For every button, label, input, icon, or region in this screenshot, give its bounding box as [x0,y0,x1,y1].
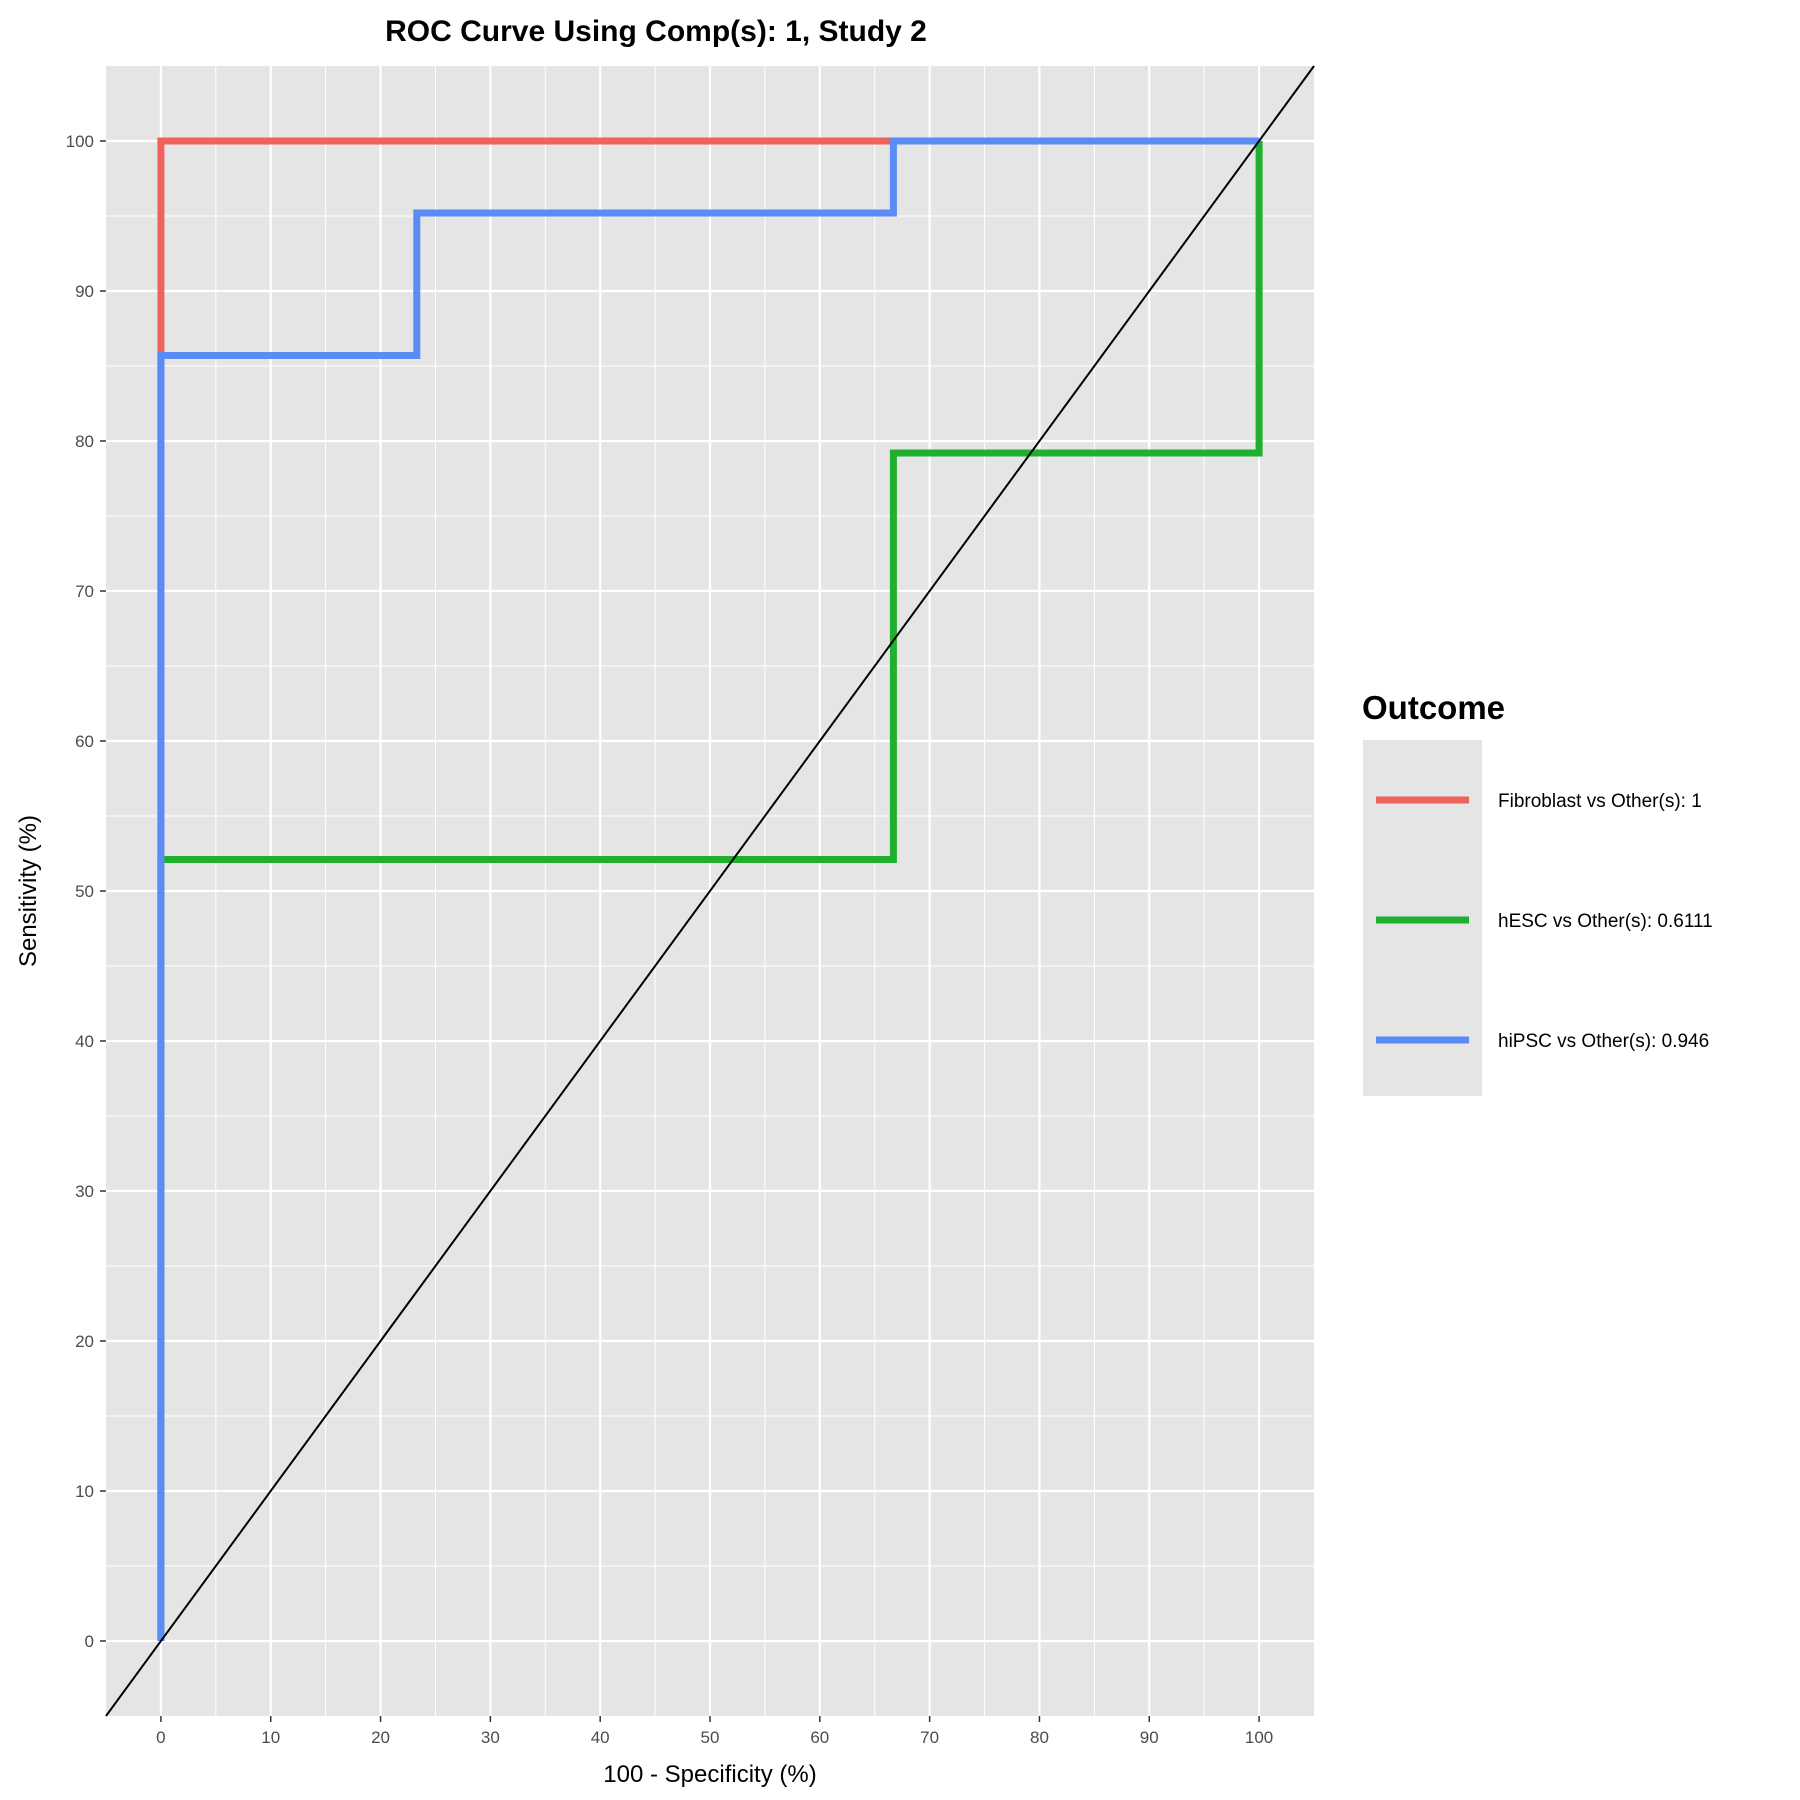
y-tick-label: 10 [75,1482,94,1501]
x-tick-label: 50 [701,1728,720,1747]
y-axis-ticks: 0 10 20 30 40 50 60 70 80 90 100 [66,132,106,1651]
series-layer [157,137,1263,1641]
y-axis-title: Sensitivity (%) [15,815,42,967]
y-tick-label: 70 [75,582,94,601]
y-tick-label: 80 [75,432,94,451]
y-tick-label: 50 [75,882,94,901]
legend-label-1: hESC vs Other(s): 0.6111 [1498,911,1713,932]
x-tick-label: 80 [1030,1728,1049,1747]
legend: Outcome Fibroblast vs Other(s): 1 hESC vs… [1362,689,1713,1096]
y-tick-label: 100 [66,132,94,151]
y-tick-label: 60 [75,732,94,751]
y-tick-label: 20 [75,1332,94,1351]
x-tick-label: 90 [1140,1728,1159,1747]
x-tick-label: 70 [920,1728,939,1747]
x-tick-label: 0 [156,1728,165,1747]
legend-title: Outcome [1362,689,1505,726]
series-line-2 [157,137,1260,1641]
y-tick-label: 30 [75,1182,94,1201]
x-axis-title: 100 - Specificity (%) [603,1761,816,1788]
x-tick-label: 30 [481,1728,500,1747]
y-tick-label: 40 [75,1032,94,1051]
chart-title: ROC Curve Using Comp(s): 1, Study 2 [385,15,927,48]
x-tick-label: 10 [261,1728,280,1747]
legend-items: Fibroblast vs Other(s): 1 hESC vs Other(s… [1376,791,1713,1052]
x-tick-label: 20 [371,1728,390,1747]
x-axis-ticks: 0 10 20 30 40 50 60 70 80 90 100 [156,1716,1273,1747]
x-tick-label: 100 [1245,1728,1273,1747]
y-tick-label: 0 [85,1632,94,1651]
legend-label-2: hiPSC vs Other(s): 0.946 [1498,1031,1709,1052]
legend-label-0: Fibroblast vs Other(s): 1 [1498,791,1702,812]
x-tick-label: 60 [810,1728,829,1747]
reference-diagonal-line [105,65,1315,1717]
x-tick-label: 40 [591,1728,610,1747]
y-tick-label: 90 [75,282,94,301]
